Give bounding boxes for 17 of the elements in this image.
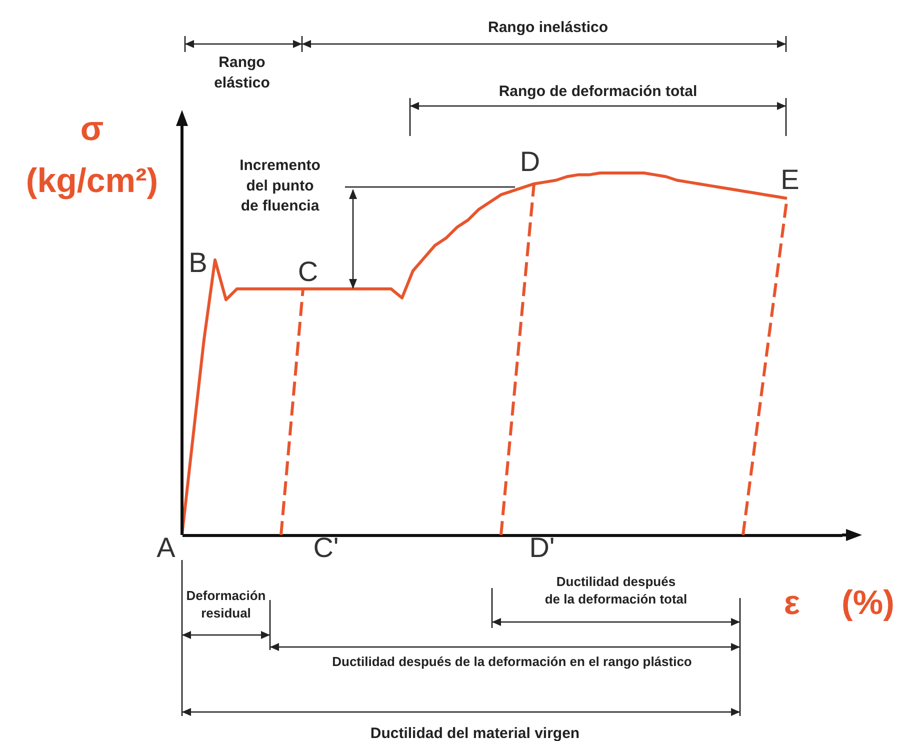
text: Rango inelástico bbox=[488, 19, 608, 36]
text: Ductilidad después de la deformación total bbox=[544, 574, 688, 607]
text: Deformación residual bbox=[186, 588, 266, 621]
text: A bbox=[156, 532, 176, 563]
text: ε (%) bbox=[784, 584, 894, 622]
annotation: Incremento del punto de fluencia bbox=[240, 157, 320, 214]
annotation: C' bbox=[313, 532, 339, 563]
annotation: B bbox=[188, 247, 208, 278]
annotation: D bbox=[520, 146, 540, 177]
text: Ductilidad después de la deformación en el rango plástico bbox=[332, 654, 692, 669]
text: Ductilidad del material virgen bbox=[370, 725, 580, 741]
annotation: C bbox=[298, 256, 318, 287]
annotation: D' bbox=[529, 532, 555, 563]
y-axis-title: σ (kg/cm²) bbox=[26, 110, 158, 200]
text: Rango elástico bbox=[214, 54, 270, 92]
annotation: E bbox=[780, 164, 800, 195]
text: Rango de deformación total bbox=[498, 83, 698, 100]
